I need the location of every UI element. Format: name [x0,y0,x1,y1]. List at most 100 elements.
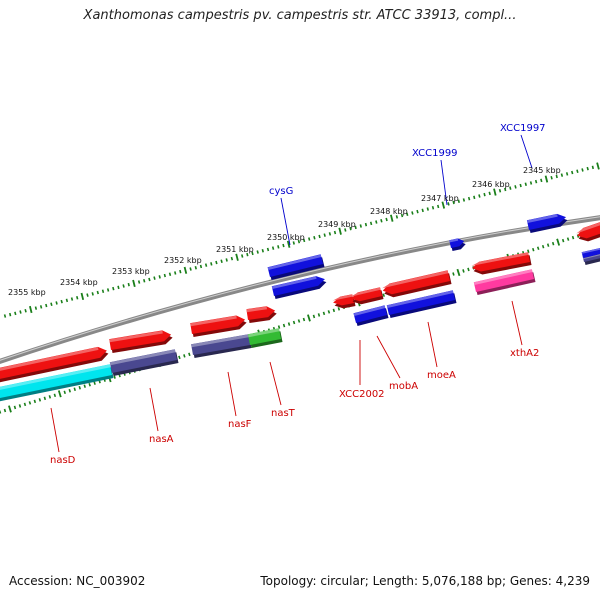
gene-feature-nasD-cyan[interactable] [0,364,114,403]
gene-label-XCC1997: XCC1997 [500,123,546,134]
outer-minor-tick [261,249,264,253]
gene-feature-XCC1997[interactable] [526,213,568,233]
outer-minor-tick [478,194,481,198]
outer-minor-tick [385,217,388,222]
outer-minor-tick [271,246,275,250]
map-title: Xanthomonas campestris pv. campestris st… [83,8,517,23]
outer-minor-tick [174,271,177,275]
inner-minor-tick [292,320,296,325]
outer-minor-tick [421,208,424,213]
outer-minor-tick [406,212,409,216]
outer-minor-tick [91,292,94,296]
gene-feature-cysG-1[interactable] [267,254,325,280]
outer-minor-tick [122,284,125,288]
inner-minor-tick [178,355,181,360]
gene-feature-moeA-red-highlight [382,270,449,289]
inner-minor-tick [18,404,22,408]
outer-minor-tick [117,285,120,290]
gene-feature-offscreen-grey-shadow [584,257,600,265]
gene-feature-mobA-blue[interactable] [353,305,389,326]
summary-text: Topology: circular; Length: 5,076,188 bp… [260,574,590,588]
outer-minor-tick [230,256,234,261]
outer-minor-tick [39,305,43,309]
gene-label-nasA: nasA [149,434,174,445]
gene-feature-nasA-red-body [109,330,172,350]
outer-minor-tick [256,250,259,254]
outer-minor-tick [514,185,517,189]
leader-nasT [269,361,282,406]
leader-mobA [376,335,401,379]
outer-minor-tick [431,206,435,210]
gene-feature-moeA-blue[interactable] [386,290,457,318]
outer-minor-tick [313,236,316,240]
gene-feature-offscreen-red[interactable] [576,222,600,242]
inner-minor-tick [23,402,27,407]
gene-features[interactable] [0,213,600,403]
inner-minor-tick [63,390,66,395]
outer-minor-tick [220,259,223,263]
gene-feature-nasT-green[interactable] [247,328,283,348]
gene-feature-nasA-purple[interactable] [109,349,179,376]
inner-minor-tick [467,267,470,272]
gene-feature-nasA-purple-highlight [109,349,176,366]
gene-label-nasD: nasD [50,455,76,466]
gene-feature-xthA2-magenta[interactable] [473,269,536,295]
inner-minor-tick [322,311,326,316]
inner-minor-tick [452,272,455,276]
gene-feature-offscreen-grey[interactable] [583,253,600,265]
outer-minor-tick [534,179,538,184]
gene-feature-xthA2-red[interactable] [471,252,532,275]
gene-feature-mobA-blue-body [353,305,387,323]
outer-major-tick [338,227,342,235]
gene-feature-xthA2-red-highlight [471,252,529,266]
gene-feature-mobA-red[interactable] [350,287,384,305]
gene-feature-cysG-2-body [271,276,325,296]
outer-minor-tick [467,196,471,201]
outer-minor-tick [457,199,460,203]
kbp-label-2353: 2353 kbp [112,267,150,276]
inner-minor-tick [113,375,116,379]
leader-XCC1997 [520,134,533,169]
inner-minor-tick [287,322,291,326]
inner-minor-tick [93,381,96,385]
gene-feature-nasF-purple[interactable] [191,334,252,358]
outer-minor-tick [452,200,455,205]
inner-minor-tick [317,313,321,317]
gene-label-nasT: nasT [271,408,296,419]
gene-feature-nasF-red[interactable] [190,315,247,338]
inner-minor-tick [532,247,535,252]
gene-feature-nasA-red[interactable] [109,330,173,353]
outer-minor-tick [400,213,404,218]
gene-feature-nasT-red[interactable] [246,306,277,323]
inner-minor-tick [297,319,301,323]
kbp-label-2355: 2355 kbp [8,288,46,297]
kbp-label-2352: 2352 kbp [164,256,202,265]
outer-major-tick [493,188,497,196]
outer-minor-tick [101,289,105,293]
inner-major-tick [8,405,12,413]
kbp-label-2351: 2351 kbp [216,245,254,254]
outer-major-tick [390,214,394,222]
kbp-label-2354: 2354 kbp [60,278,98,287]
inner-minor-tick [188,352,191,357]
inner-minor-tick [527,249,530,254]
gene-feature-XCC2002[interactable] [332,294,356,309]
kbp-label-2349: 2349 kbp [318,220,356,229]
outer-minor-tick [282,243,285,248]
outer-minor-tick [395,215,399,219]
outer-major-tick [235,253,239,261]
outer-minor-tick [380,219,383,223]
gene-feature-cysG-2[interactable] [271,276,327,299]
gene-feature-xthA2-magenta-highlight [473,269,533,285]
gene-feature-XCC1999[interactable] [449,238,466,251]
gene-feature-nasD-red[interactable] [0,346,109,384]
outer-minor-tick [163,273,166,278]
gene-feature-XCC2002-highlight [332,294,353,301]
gene-feature-XCC1999-highlight [449,238,459,243]
gene-feature-moeA-red[interactable] [382,270,452,298]
outer-minor-tick [333,230,337,235]
leader-xthA2 [511,300,523,346]
inner-minor-tick [571,235,575,240]
gene-feature-nasT-green-highlight [248,328,280,338]
